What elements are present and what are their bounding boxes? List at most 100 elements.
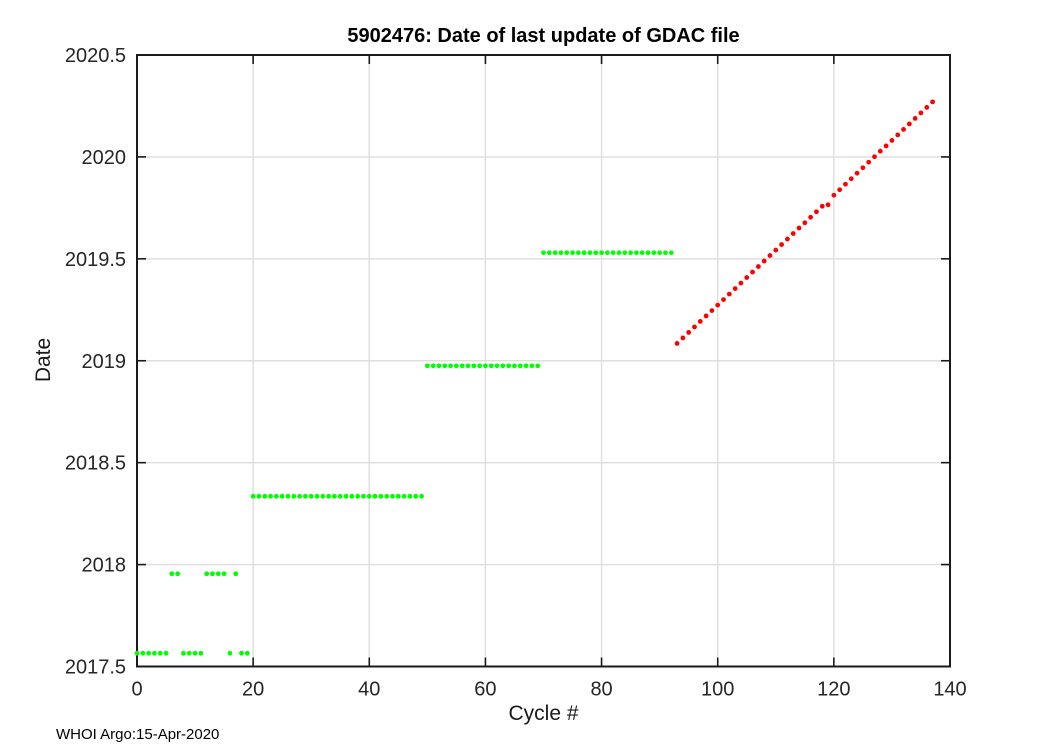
- data-point-batch-updated-cycles-green: [262, 493, 268, 499]
- data-point-batch-updated-cycles-green: [610, 250, 616, 256]
- data-point-recent-updated-cycles-red: [877, 148, 883, 154]
- data-point-recent-updated-cycles-red: [738, 280, 744, 286]
- data-point-recent-updated-cycles-red: [761, 258, 767, 264]
- x-tick-label: 140: [933, 679, 966, 701]
- data-point-batch-updated-cycles-green: [204, 571, 210, 577]
- data-point-batch-updated-cycles-green: [471, 363, 477, 369]
- data-point-batch-updated-cycles-green: [483, 363, 488, 369]
- data-point-batch-updated-cycles-green: [651, 250, 657, 256]
- data-point-batch-updated-cycles-green: [581, 250, 587, 256]
- data-point-recent-updated-cycles-red: [854, 170, 860, 176]
- y-tick-label: 2019.5: [65, 249, 126, 271]
- data-point-batch-updated-cycles-green: [303, 493, 308, 499]
- data-point-batch-updated-cycles-green: [453, 363, 459, 369]
- data-point-recent-updated-cycles-red: [848, 176, 854, 182]
- data-point-batch-updated-cycles-green: [628, 250, 634, 256]
- data-point-batch-updated-cycles-green: [320, 493, 326, 499]
- data-point-batch-updated-cycles-green: [268, 493, 273, 499]
- data-point-batch-updated-cycles-green: [157, 650, 163, 656]
- data-point-recent-updated-cycles-red: [721, 297, 726, 302]
- data-point-recent-updated-cycles-red: [819, 203, 825, 209]
- data-point-batch-updated-cycles-green: [593, 250, 599, 256]
- data-point-batch-updated-cycles-green: [424, 363, 430, 369]
- data-point-batch-updated-cycles-green: [448, 363, 453, 369]
- data-point-recent-updated-cycles-red: [837, 187, 843, 193]
- data-point-recent-updated-cycles-red: [883, 143, 889, 149]
- data-point-batch-updated-cycles-green: [326, 493, 332, 499]
- data-point-batch-updated-cycles-green: [210, 571, 215, 577]
- data-point-batch-updated-cycles-green: [436, 363, 442, 369]
- x-tick-label: 80: [590, 679, 612, 701]
- data-point-recent-updated-cycles-red: [703, 313, 709, 319]
- data-point-recent-updated-cycles-red: [674, 341, 680, 346]
- data-point-recent-updated-cycles-red: [872, 154, 877, 160]
- x-tick-label: 20: [242, 679, 264, 701]
- data-point-batch-updated-cycles-green: [546, 250, 552, 256]
- data-point-batch-updated-cycles-green: [366, 493, 372, 499]
- data-point-batch-updated-cycles-green: [192, 650, 198, 656]
- data-point-batch-updated-cycles-green: [541, 250, 546, 256]
- y-tick-label: 2018.5: [65, 453, 126, 475]
- data-point-batch-updated-cycles-green: [337, 493, 343, 499]
- data-point-batch-updated-cycles-green: [668, 250, 674, 256]
- data-point-batch-updated-cycles-green: [349, 493, 355, 499]
- x-tick-label: 120: [817, 679, 850, 701]
- data-point-batch-updated-cycles-green: [291, 493, 297, 499]
- data-point-batch-updated-cycles-green: [529, 363, 535, 369]
- data-point-batch-updated-cycles-green: [244, 650, 250, 656]
- data-point-batch-updated-cycles-green: [494, 363, 500, 369]
- data-point-recent-updated-cycles-red: [767, 253, 773, 258]
- data-point-recent-updated-cycles-red: [779, 242, 784, 247]
- data-point-recent-updated-cycles-red: [790, 231, 796, 236]
- data-point-recent-updated-cycles-red: [808, 214, 814, 220]
- data-point-batch-updated-cycles-green: [343, 493, 349, 499]
- data-point-batch-updated-cycles-green: [657, 250, 663, 256]
- data-point-batch-updated-cycles-green: [663, 250, 668, 256]
- data-point-batch-updated-cycles-green: [459, 363, 465, 369]
- data-point-recent-updated-cycles-red: [802, 220, 808, 226]
- data-point-batch-updated-cycles-green: [430, 363, 436, 369]
- data-point-recent-updated-cycles-red: [680, 335, 686, 341]
- data-point-batch-updated-cycles-green: [517, 363, 523, 369]
- data-point-batch-updated-cycles-green: [401, 493, 407, 499]
- data-point-batch-updated-cycles-green: [575, 250, 581, 256]
- data-point-batch-updated-cycles-green: [477, 363, 483, 369]
- data-point-batch-updated-cycles-green: [634, 250, 639, 256]
- data-point-batch-updated-cycles-green: [221, 571, 227, 577]
- data-point-recent-updated-cycles-red: [744, 275, 750, 280]
- data-point-recent-updated-cycles-red: [924, 104, 930, 110]
- data-point-batch-updated-cycles-green: [616, 250, 622, 256]
- data-point-recent-updated-cycles-red: [843, 181, 848, 187]
- data-point-batch-updated-cycles-green: [227, 650, 233, 656]
- data-point-batch-updated-cycles-green: [279, 493, 285, 499]
- data-point-recent-updated-cycles-red: [866, 159, 872, 165]
- data-point-batch-updated-cycles-green: [564, 250, 570, 256]
- data-point-recent-updated-cycles-red: [825, 202, 831, 208]
- y-tick-label: 2019: [82, 351, 127, 373]
- x-tick-label: 100: [701, 679, 734, 701]
- data-point-batch-updated-cycles-green: [390, 493, 395, 499]
- data-point-batch-updated-cycles-green: [587, 250, 593, 256]
- data-point-batch-updated-cycles-green: [146, 650, 152, 656]
- data-point-batch-updated-cycles-green: [152, 650, 157, 656]
- data-point-batch-updated-cycles-green: [465, 363, 471, 369]
- data-point-batch-updated-cycles-green: [134, 650, 140, 656]
- x-tick-label: 40: [358, 679, 380, 701]
- data-point-batch-updated-cycles-green: [314, 493, 320, 499]
- data-point-batch-updated-cycles-green: [181, 650, 186, 656]
- data-point-batch-updated-cycles-green: [256, 493, 262, 499]
- data-point-batch-updated-cycles-green: [239, 650, 244, 656]
- x-tick-label: 0: [131, 679, 142, 701]
- data-point-batch-updated-cycles-green: [506, 363, 512, 369]
- data-point-recent-updated-cycles-red: [814, 209, 819, 215]
- data-point-batch-updated-cycles-green: [500, 363, 506, 369]
- data-point-batch-updated-cycles-green: [140, 650, 146, 656]
- data-point-recent-updated-cycles-red: [715, 302, 721, 308]
- data-point-recent-updated-cycles-red: [796, 225, 802, 231]
- data-point-recent-updated-cycles-red: [726, 291, 732, 297]
- data-point-batch-updated-cycles-green: [622, 250, 628, 256]
- data-point-batch-updated-cycles-green: [384, 493, 390, 499]
- data-point-batch-updated-cycles-green: [378, 493, 384, 499]
